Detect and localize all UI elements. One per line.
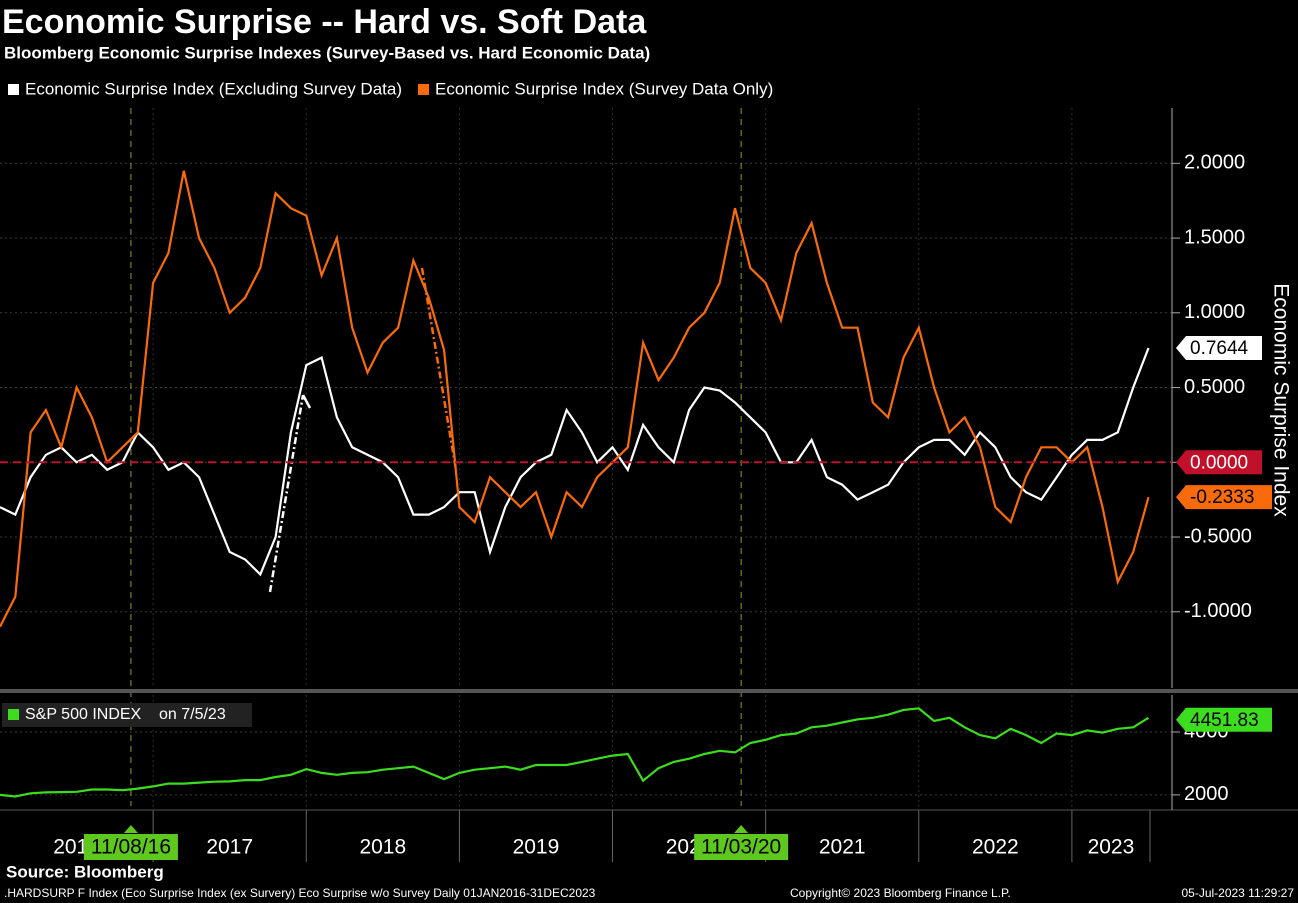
- y-tick-label: 1.0000: [1184, 301, 1245, 323]
- event-label-bg: [83, 834, 178, 860]
- event-label: 11/03/20: [701, 836, 781, 859]
- y-axis-label: Economic Surprise Index: [1269, 283, 1292, 517]
- value-callout-label: 0.0000: [1190, 452, 1248, 473]
- legend-date: on 7/5/23: [159, 706, 226, 723]
- source: Source: Bloomberg: [6, 862, 164, 881]
- event-label-bg: [694, 834, 789, 860]
- legend-swatch: [8, 84, 19, 95]
- legend-label: S&P 500 INDEX: [25, 706, 142, 723]
- x-tick-label: 2017: [206, 836, 253, 859]
- value-callout-label: 4451.83: [1190, 710, 1259, 731]
- legend-label: Economic Surprise Index (Survey Data Onl…: [435, 79, 773, 98]
- y-tick-label: -1.0000: [1184, 600, 1252, 622]
- grid: [0, 108, 1172, 810]
- lines: [0, 170, 1172, 798]
- y-tick-label: 2.0000: [1184, 152, 1245, 174]
- decor: [0, 108, 1298, 811]
- y-tick-label: 2000: [1184, 783, 1229, 805]
- event-marker: [734, 825, 749, 833]
- value-callout-label: 0.7644: [1190, 338, 1249, 359]
- value-callout: [1176, 450, 1262, 475]
- x-tick-label: 2022: [972, 836, 1019, 859]
- y-tick-label: 0.5000: [1184, 376, 1245, 398]
- spx-legend-bg: [2, 703, 252, 727]
- value-callout-label: -0.2333: [1190, 487, 1254, 508]
- series-line: [0, 170, 1150, 628]
- trend-annotation: [420, 267, 458, 471]
- footer-right: 05-Jul-2023 11:29:27: [1181, 886, 1294, 900]
- x-tick-label: 2021: [819, 836, 866, 859]
- panel-divider: [0, 689, 1298, 693]
- event-label: 11/08/16: [91, 836, 171, 859]
- event-marker: [123, 825, 138, 833]
- x-tick-label: 2023: [1088, 836, 1135, 859]
- y-tick-label: -0.5000: [1184, 525, 1252, 547]
- value-callout: [1176, 336, 1262, 361]
- trend-annotation: [301, 394, 312, 409]
- value-callout: [1176, 707, 1272, 732]
- trend-annotation: [268, 394, 305, 593]
- footer-left: .HARDSURP F Index (Eco Surprise Index (e…: [4, 886, 596, 900]
- legend-swatch: [418, 84, 429, 95]
- footer-center: Copyright© 2023 Bloomberg Finance L.P.: [790, 886, 1011, 900]
- x-tick-label: 2019: [513, 836, 560, 859]
- legend: Economic Surprise Index (Excluding Surve…: [8, 79, 773, 98]
- chart-title: Economic Surprise -- Hard vs. Soft Data: [2, 3, 647, 41]
- chart-subtitle: Bloomberg Economic Surprise Indexes (Sur…: [4, 43, 650, 62]
- x-tick-label: 2018: [359, 836, 406, 859]
- value-callout: [1176, 485, 1272, 510]
- legend-label: Economic Surprise Index (Excluding Surve…: [25, 79, 402, 98]
- legend-swatch: [8, 709, 19, 720]
- series-line: [0, 347, 1150, 577]
- y-tick-label: 1.5000: [1184, 226, 1245, 248]
- series-line: [0, 707, 1150, 798]
